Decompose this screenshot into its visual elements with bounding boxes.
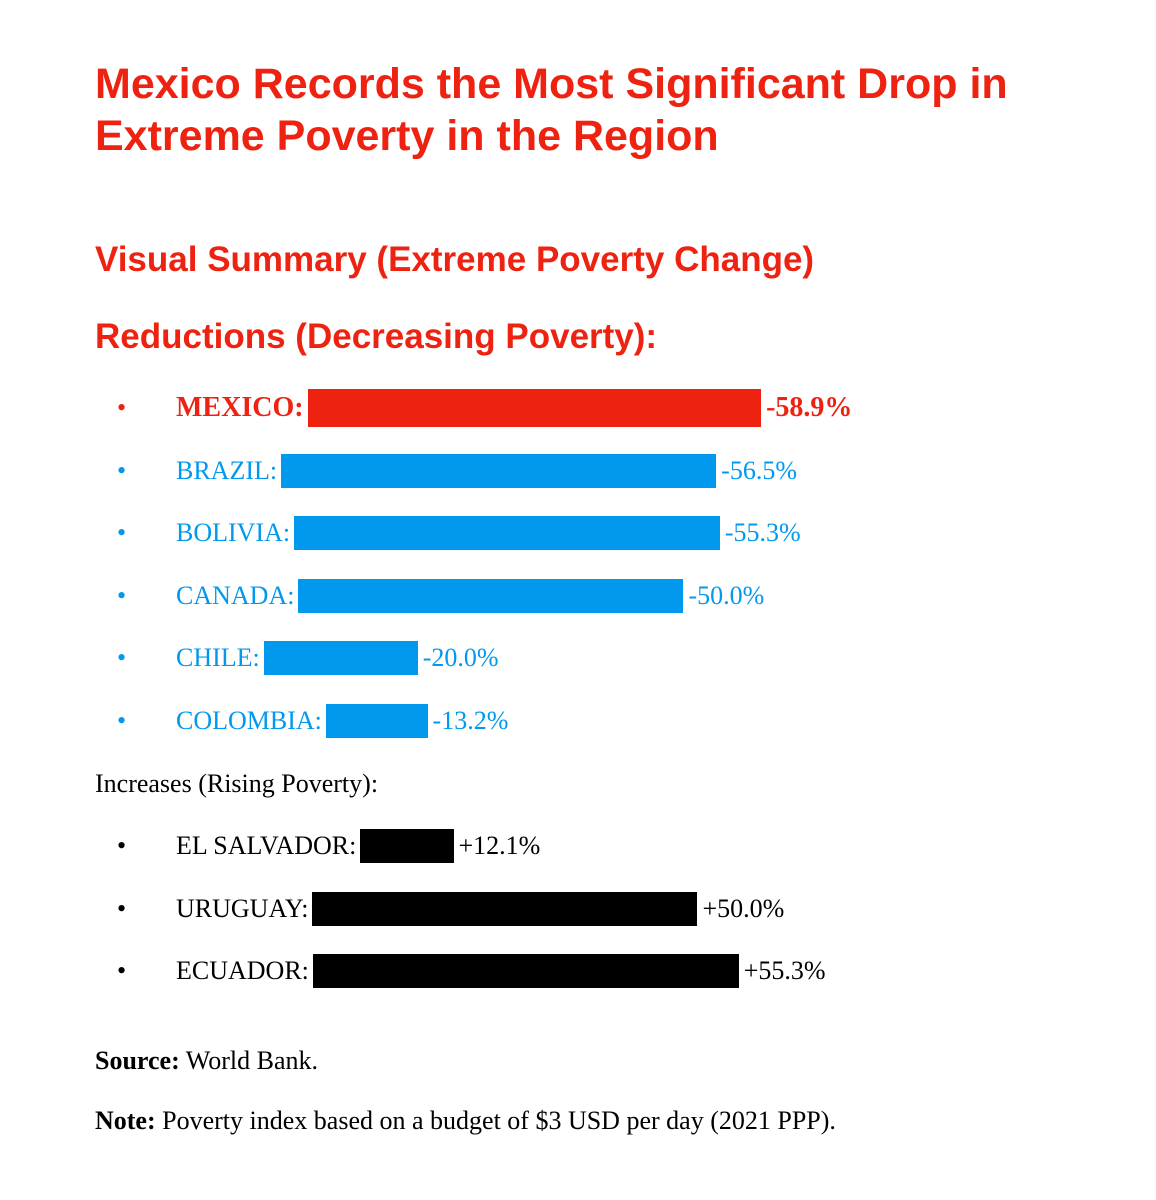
row-canada: • CANADA: -50.0% [0, 576, 1156, 616]
note-label: Note: [95, 1106, 156, 1135]
bullet-icon: • [117, 831, 127, 860]
source-label: Source: [95, 1046, 180, 1075]
value-chile: -20.0% [422, 643, 499, 672]
label-mexico: MEXICO: [176, 392, 304, 423]
value-ecuador: +55.3% [743, 956, 826, 985]
bar-chile [263, 641, 418, 675]
bullet-icon: • [117, 893, 127, 923]
source-text: World Bank. [179, 1046, 318, 1075]
bar-el-salvador [360, 829, 454, 863]
label-uruguay: URUGUAY: [176, 893, 309, 923]
label-chile: CHILE: [176, 643, 260, 672]
value-colombia: -13.2% [432, 705, 509, 735]
value-canada: -50.0% [688, 580, 765, 610]
bullet-icon: • [117, 580, 127, 610]
row-brazil: • BRAZIL: -56.5% [0, 451, 1156, 491]
bullet-icon: • [117, 393, 127, 422]
bar-colombia [325, 703, 428, 738]
row-el-salvador: • EL SALVADOR: +12.1% [0, 826, 1156, 866]
bar-bolivia [294, 516, 720, 550]
bullet-icon: • [117, 455, 127, 485]
label-canada: CANADA: [176, 580, 295, 610]
bullet-icon: • [117, 705, 127, 735]
value-uruguay: +50.0% [702, 893, 785, 923]
bullet-icon: • [117, 956, 127, 985]
reductions-heading: Reductions (Decreasing Poverty): [95, 317, 658, 356]
bar-brazil [281, 453, 717, 488]
increases-heading: Increases (Rising Poverty): [95, 769, 379, 798]
bar-uruguay [312, 891, 698, 926]
row-mexico: • MEXICO: -58.9% [0, 388, 1156, 428]
label-el-salvador: EL SALVADOR: [176, 831, 357, 860]
note-line: Note: Poverty index based on a budget of… [95, 1104, 836, 1138]
chart-subtitle: Visual Summary (Extreme Poverty Change) [95, 240, 815, 279]
chart-title: Mexico Records the Most Significant Drop… [95, 60, 1008, 160]
value-bolivia: -55.3% [724, 518, 801, 547]
source-line: Source: World Bank. [95, 1044, 318, 1078]
note-text: Poverty index based on a budget of $3 US… [155, 1106, 836, 1135]
label-bolivia: BOLIVIA: [176, 518, 291, 547]
row-bolivia: • BOLIVIA: -55.3% [0, 513, 1156, 553]
bullet-icon: • [117, 518, 127, 547]
value-el-salvador: +12.1% [458, 831, 541, 860]
bar-mexico [307, 389, 762, 427]
row-uruguay: • URUGUAY: +50.0% [0, 889, 1156, 929]
row-colombia: • COLOMBIA: -13.2% [0, 701, 1156, 741]
bar-ecuador [312, 954, 739, 988]
label-ecuador: ECUADOR: [176, 956, 309, 985]
row-ecuador: • ECUADOR: +55.3% [0, 951, 1156, 991]
bullet-icon: • [117, 643, 127, 672]
label-brazil: BRAZIL: [176, 455, 278, 485]
value-brazil: -56.5% [721, 455, 797, 485]
label-colombia: COLOMBIA: [176, 705, 322, 735]
value-mexico: -58.9% [766, 392, 853, 423]
row-chile: • CHILE: -20.0% [0, 638, 1156, 678]
bar-canada [298, 578, 684, 613]
